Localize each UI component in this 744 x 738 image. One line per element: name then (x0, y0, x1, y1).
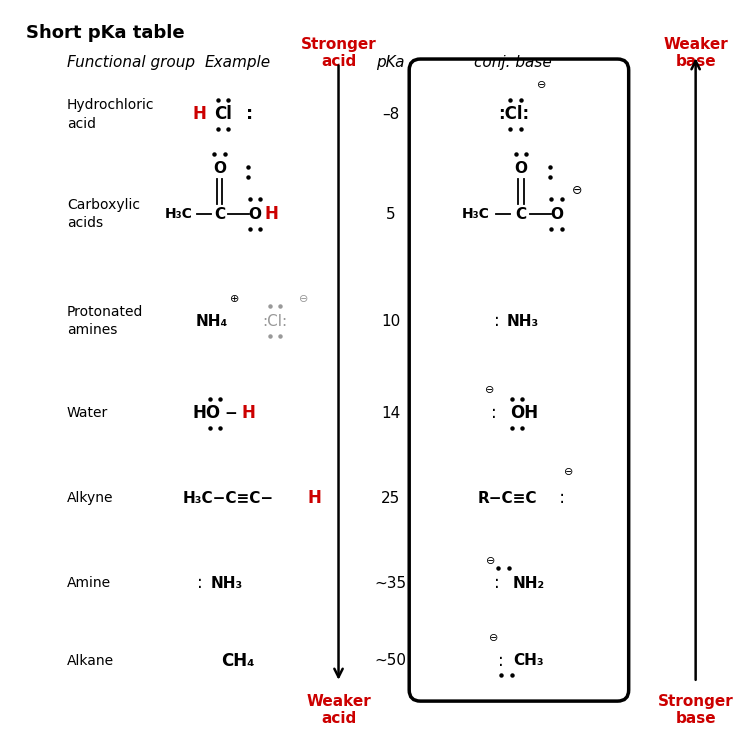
Text: C: C (516, 207, 526, 221)
Text: Carboxylic
acids: Carboxylic acids (67, 198, 140, 230)
Text: Short pKa table: Short pKa table (26, 24, 185, 41)
Text: –8: –8 (382, 107, 400, 122)
Text: O: O (248, 207, 262, 221)
Text: ⊖: ⊖ (564, 467, 573, 477)
Text: Amine: Amine (67, 576, 111, 590)
Text: ~35: ~35 (374, 576, 407, 590)
Text: NH₄: NH₄ (196, 314, 228, 328)
Text: Water: Water (67, 407, 108, 420)
Text: O: O (213, 161, 226, 176)
Text: ⊖: ⊖ (485, 384, 494, 395)
Text: Weaker
acid: Weaker acid (306, 694, 371, 726)
Text: ⊖: ⊖ (572, 184, 583, 197)
Text: ⊖: ⊖ (537, 80, 546, 90)
Text: NH₂: NH₂ (512, 576, 545, 590)
Text: Example: Example (205, 55, 271, 70)
Text: Alkane: Alkane (67, 654, 114, 667)
Text: Functional group: Functional group (67, 55, 195, 70)
Text: C: C (214, 207, 225, 221)
Text: :: : (491, 404, 497, 422)
Text: conj. base: conj. base (475, 55, 552, 70)
Text: H: H (265, 205, 278, 223)
Text: :: : (197, 574, 203, 592)
Text: H₃C: H₃C (164, 207, 193, 221)
Text: O: O (550, 207, 563, 221)
Text: :: : (554, 489, 565, 507)
Text: H: H (242, 404, 255, 422)
Text: Hydrochloric
acid: Hydrochloric acid (67, 98, 155, 131)
Text: :Cl:: :Cl: (263, 314, 288, 328)
Text: ⊖: ⊖ (299, 294, 308, 304)
Text: 10: 10 (381, 314, 400, 328)
Text: :: : (498, 652, 504, 669)
Text: Cl: Cl (214, 106, 232, 123)
Text: CH₄: CH₄ (221, 652, 255, 669)
Text: ⊕: ⊕ (230, 294, 239, 304)
Text: NH₃: NH₃ (211, 576, 243, 590)
Text: :Cl:: :Cl: (498, 106, 529, 123)
Text: 14: 14 (381, 406, 400, 421)
Text: O: O (514, 161, 527, 176)
Text: OH: OH (510, 404, 539, 422)
Text: ~50: ~50 (374, 653, 407, 668)
Text: ⊖: ⊖ (489, 633, 498, 644)
Text: H₃C: H₃C (462, 207, 490, 221)
Text: Stronger
base: Stronger base (658, 694, 734, 726)
Text: Alkyne: Alkyne (67, 492, 113, 505)
Text: :: : (246, 106, 253, 123)
Text: :: : (494, 574, 500, 592)
Text: HO: HO (193, 404, 221, 422)
Text: R−C≡C: R−C≡C (478, 491, 537, 506)
Text: Weaker
base: Weaker base (663, 37, 728, 69)
Text: H₃C−C≡C−: H₃C−C≡C− (182, 491, 273, 506)
Text: Stronger
acid: Stronger acid (301, 37, 376, 69)
Text: H: H (192, 106, 206, 123)
Text: −: − (224, 406, 237, 421)
Text: pKa: pKa (376, 55, 405, 70)
Text: H: H (307, 489, 321, 507)
Text: ⊖: ⊖ (487, 556, 496, 566)
Text: :: : (494, 312, 500, 330)
Text: CH₃: CH₃ (513, 653, 544, 668)
Text: NH₃: NH₃ (506, 314, 539, 328)
Text: Protonated
amines: Protonated amines (67, 305, 144, 337)
Text: 5: 5 (386, 207, 395, 221)
Text: 25: 25 (381, 491, 400, 506)
